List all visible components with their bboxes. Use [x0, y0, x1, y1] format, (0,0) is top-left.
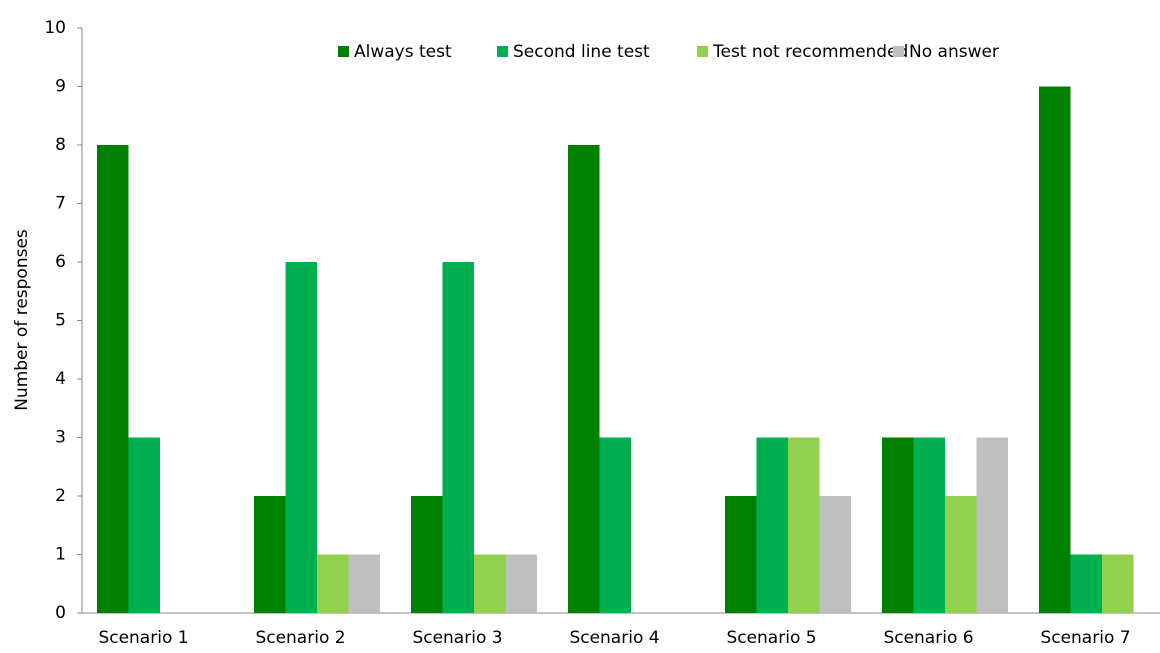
- bar: [788, 437, 820, 613]
- x-tick-label: Scenario 4: [569, 628, 659, 648]
- bar: [882, 437, 914, 613]
- legend-swatch: [893, 46, 904, 57]
- x-tick-label: Scenario 7: [1040, 628, 1130, 648]
- legend-label: No answer: [909, 42, 999, 62]
- bar: [945, 496, 977, 613]
- x-tick-label: Scenario 3: [412, 628, 502, 648]
- y-tick-label: 0: [55, 603, 66, 623]
- legend-label: Always test: [354, 42, 452, 62]
- bar: [285, 262, 317, 613]
- bar: [411, 496, 443, 613]
- bar: [599, 437, 631, 613]
- y-tick-label: 8: [55, 135, 66, 155]
- bar: [128, 437, 160, 613]
- bar: [505, 554, 537, 613]
- y-tick-label: 9: [55, 77, 66, 97]
- bar: [442, 262, 474, 613]
- x-tick-label: Scenario 1: [98, 628, 188, 648]
- bar: [756, 437, 788, 613]
- y-tick-label: 6: [55, 252, 66, 272]
- y-tick-label: 2: [55, 486, 66, 506]
- x-tick-label: Scenario 5: [726, 628, 816, 648]
- bar: [254, 496, 286, 613]
- y-tick-label: 3: [55, 428, 66, 448]
- legend-label: Test not recommended: [712, 42, 908, 62]
- x-tick-label: Scenario 2: [255, 628, 345, 648]
- bar: [819, 496, 851, 613]
- y-axis-label: Number of responses: [12, 229, 32, 411]
- x-tick-label: Scenario 6: [883, 628, 973, 648]
- legend-swatch: [697, 46, 708, 57]
- legend-swatch: [338, 46, 349, 57]
- bar: [725, 496, 757, 613]
- bar: [474, 554, 506, 613]
- bar: [1102, 554, 1134, 613]
- bar: [1070, 554, 1102, 613]
- bar: [348, 554, 380, 613]
- y-tick-label: 7: [55, 194, 66, 214]
- bar: [97, 145, 129, 613]
- y-tick-label: 5: [55, 311, 66, 331]
- bar: [568, 145, 600, 613]
- legend-label: Second line test: [513, 42, 650, 62]
- bar: [1039, 86, 1071, 613]
- y-tick-label: 1: [55, 545, 66, 565]
- bar: [976, 437, 1008, 613]
- bar: [317, 554, 349, 613]
- y-tick-label: 4: [55, 369, 66, 389]
- legend-swatch: [497, 46, 508, 57]
- bar: [913, 437, 945, 613]
- y-tick-label: 10: [44, 18, 66, 38]
